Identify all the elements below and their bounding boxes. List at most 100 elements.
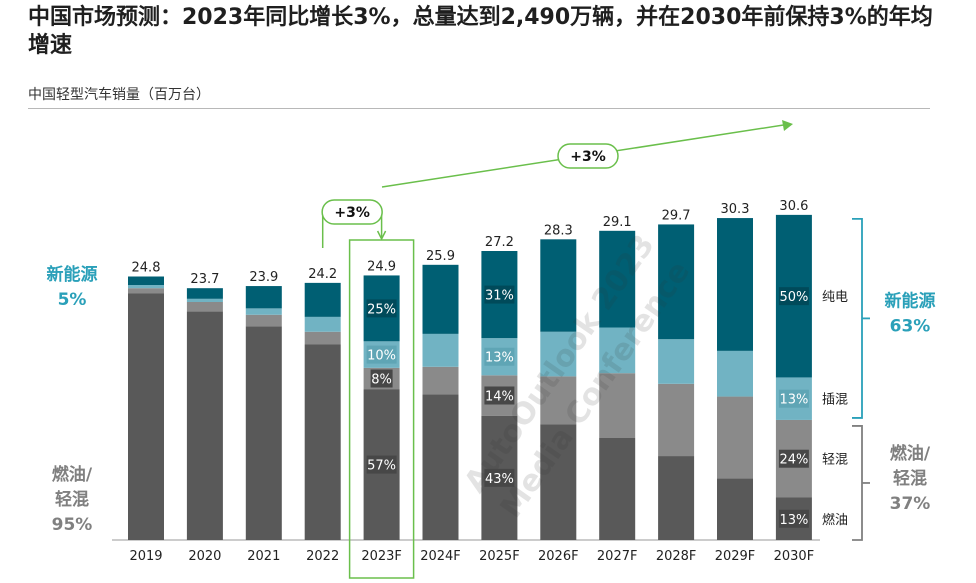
segment-label-box (370, 369, 393, 388)
bar-segment-2020-2 (186, 298, 223, 302)
total-label-2026F: 28.3 (544, 223, 573, 238)
bar-segment-2024F-3 (422, 264, 459, 334)
right-label-1-1: 轻混 (893, 468, 927, 489)
total-label-2020: 23.7 (190, 272, 219, 287)
bar-segment-2022-3 (304, 282, 341, 317)
segment-label-box (484, 468, 515, 487)
segment-label-box (484, 285, 515, 304)
x-tick-2026F: 2026F (538, 549, 579, 564)
growth-label-long: +3% (570, 149, 606, 165)
segment-label-2030F-插混: 13% (779, 393, 808, 408)
title-divider (28, 108, 930, 109)
bar-segment-2026F-3 (540, 239, 577, 332)
segment-label-2023F-燃油: 57% (367, 459, 396, 474)
segment-label-box (366, 345, 397, 364)
segment-label-2025F-插混: 13% (485, 351, 514, 366)
bar-segment-2022-1 (304, 331, 341, 345)
total-label-2029F: 30.3 (721, 202, 750, 217)
growth-label-short: +3% (334, 205, 370, 221)
segment-label-2030F-燃油: 13% (779, 513, 808, 528)
left-label-1-1: 轻混 (55, 489, 89, 510)
segment-label-2023F-轻混: 8% (371, 373, 392, 388)
bar-segment-2027F-2 (599, 327, 636, 374)
x-tick-2028F: 2028F (656, 549, 697, 564)
total-label-2023F: 24.9 (367, 259, 396, 274)
bar-segment-2024F-1 (422, 366, 459, 395)
bar-segment-2026F-0 (540, 424, 577, 540)
bar-segment-2024F-2 (422, 333, 459, 367)
bar-segment-2029F-3 (717, 218, 753, 351)
x-tick-2027F: 2027F (597, 549, 638, 564)
bar-segment-2028F-1 (658, 383, 695, 457)
segment-label-box (778, 287, 809, 306)
bar-segment-2021-3 (245, 286, 282, 309)
bar-segment-2028F-2 (658, 339, 695, 384)
right-label-1-2: 37% (890, 494, 931, 514)
right-label-1-0: 燃油/ (890, 443, 931, 464)
x-tick-2020: 2020 (188, 549, 221, 564)
segment-label-box (366, 299, 397, 318)
growth-arrowhead-long (782, 120, 793, 131)
bar-segment-2021-0 (245, 326, 282, 540)
left-label-1-2: 95% (52, 515, 93, 535)
x-tick-2025F: 2025F (479, 549, 520, 564)
total-label-2022: 24.2 (308, 267, 337, 282)
bar-segment-2019-1 (128, 288, 164, 294)
left-label-0-0: 新能源 (47, 264, 98, 285)
bar-segment-2029F-0 (717, 478, 753, 540)
segment-label-box (484, 347, 515, 366)
series-label-燃油: 燃油 (822, 512, 848, 528)
total-label-2028F: 29.7 (662, 208, 691, 223)
bar-segment-2020-1 (186, 302, 223, 312)
bar-segment-2022-0 (304, 344, 341, 540)
bar-segment-2029F-1 (717, 396, 753, 479)
bar-segment-2027F-3 (599, 230, 636, 328)
segment-label-box (778, 509, 809, 528)
bar-segment-2020-0 (186, 311, 223, 540)
x-tick-2029F: 2029F (715, 549, 756, 564)
bar-segment-2028F-3 (658, 224, 695, 340)
series-label-纯电: 纯电 (822, 290, 848, 305)
segment-label-box (366, 455, 397, 474)
bar-segment-2021-1 (245, 314, 282, 327)
bar-segment-2027F-1 (599, 373, 636, 438)
x-tick-2030F: 2030F (774, 549, 815, 564)
segment-label-2025F-纯电: 31% (485, 289, 514, 304)
segment-label-box (778, 389, 809, 408)
segment-label-2030F-纯电: 50% (779, 290, 808, 305)
segment-label-2025F-轻混: 14% (485, 390, 514, 405)
growth-badge-short (321, 199, 383, 225)
series-label-轻混: 轻混 (822, 453, 848, 468)
growth-badge-long (557, 143, 619, 169)
segment-label-box (778, 449, 809, 468)
bar-segment-2026F-2 (540, 331, 577, 377)
right-brace-1 (852, 425, 863, 541)
left-label-0-1: 5% (58, 290, 87, 310)
right-label-0-0: 新能源 (885, 290, 936, 311)
x-tick-2022: 2022 (306, 549, 339, 564)
bar-segment-2019-2 (128, 285, 164, 289)
segment-label-2023F-纯电: 25% (367, 302, 396, 317)
total-label-2021: 23.9 (249, 270, 278, 285)
series-label-插混: 插混 (822, 393, 848, 408)
bar-segment-2021-2 (245, 308, 282, 315)
segment-label-2023F-插混: 10% (367, 349, 396, 364)
x-tick-2019: 2019 (129, 549, 162, 564)
total-label-2030F: 30.6 (779, 199, 808, 214)
bar-segment-2022-2 (304, 316, 341, 332)
x-tick-2024F: 2024F (420, 549, 461, 564)
left-label-1-0: 燃油/ (52, 464, 93, 485)
bar-segment-2028F-0 (658, 456, 695, 540)
x-tick-2023F: 2023F (361, 549, 402, 564)
x-tick-2021: 2021 (247, 549, 280, 564)
total-label-2027F: 29.1 (603, 215, 632, 230)
bar-segment-2019-0 (128, 293, 164, 540)
total-label-2025F: 27.2 (485, 235, 514, 250)
total-label-2019: 24.8 (132, 261, 161, 276)
bar-segment-2029F-2 (717, 350, 753, 397)
total-label-2024F: 25.9 (426, 249, 455, 264)
segment-label-box (484, 386, 515, 405)
right-brace-0 (852, 217, 863, 419)
chart-subtitle: 中国轻型汽车销量（百万台） (28, 87, 210, 103)
